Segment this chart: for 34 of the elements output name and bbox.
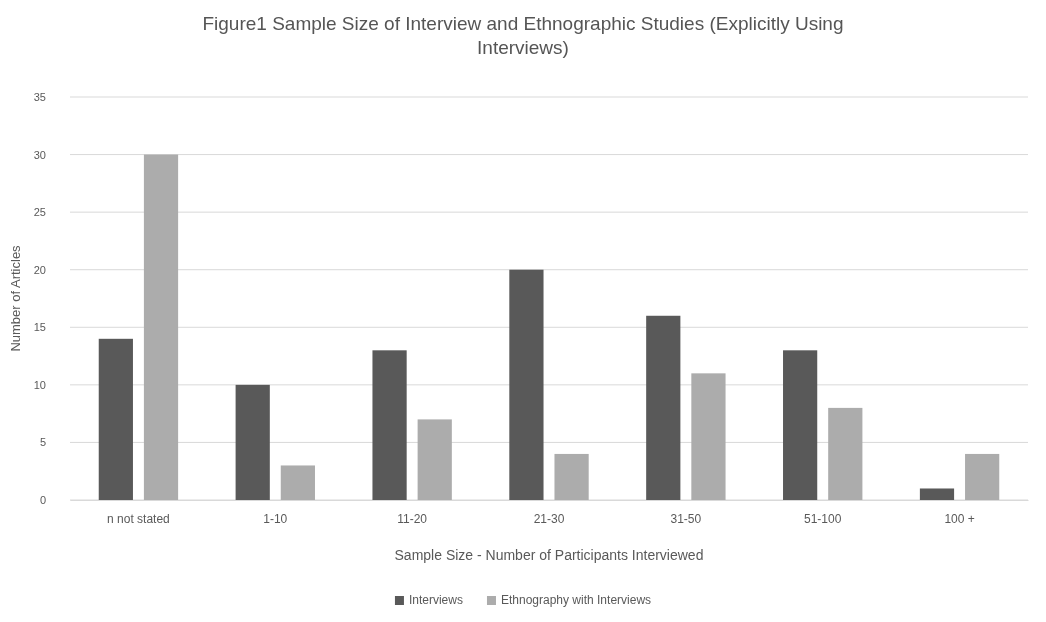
bar — [417, 419, 452, 500]
y-tick-label: 0 — [39, 494, 46, 507]
bar — [646, 315, 681, 500]
y-tick-label: 35 — [33, 91, 46, 104]
y-tick-label: 30 — [33, 148, 46, 161]
bar — [509, 269, 544, 500]
bar — [783, 350, 818, 500]
y-tick-label: 5 — [39, 436, 46, 449]
x-tick-label: 11-20 — [397, 511, 428, 526]
bar — [98, 338, 133, 500]
x-tick-label: 31-50 — [670, 511, 702, 526]
x-tick-label: n not stated — [107, 511, 170, 526]
bar — [372, 350, 407, 500]
bar — [235, 384, 270, 500]
bar — [965, 453, 1000, 500]
bar — [691, 373, 726, 500]
bar — [143, 154, 179, 500]
y-tick-label: 15 — [33, 321, 46, 334]
y-tick-label: 20 — [33, 263, 46, 276]
y-axis-title: Number of Articles — [8, 244, 23, 352]
bar — [554, 453, 589, 500]
y-tick-label: 25 — [33, 206, 46, 219]
y-tick-label: 10 — [33, 378, 46, 391]
x-tick-label: 100 + — [944, 511, 975, 526]
x-tick-label: 1-10 — [263, 511, 288, 526]
legend-label: Ethnography with Interviews — [500, 593, 652, 607]
legend-label: Interviews — [408, 593, 463, 607]
bar — [280, 465, 315, 500]
x-tick-label: 51-100 — [804, 511, 842, 526]
chart-title: Figure1 Sample Size of Interview and Ethnographic Studies (Explicitly Using Interviews) — [202, 13, 844, 58]
x-axis-title: Sample Size - Number of Participants Interviewed — [394, 547, 704, 563]
bar — [828, 407, 863, 500]
x-tick-label: 21-30 — [533, 511, 565, 526]
bar — [919, 488, 955, 500]
